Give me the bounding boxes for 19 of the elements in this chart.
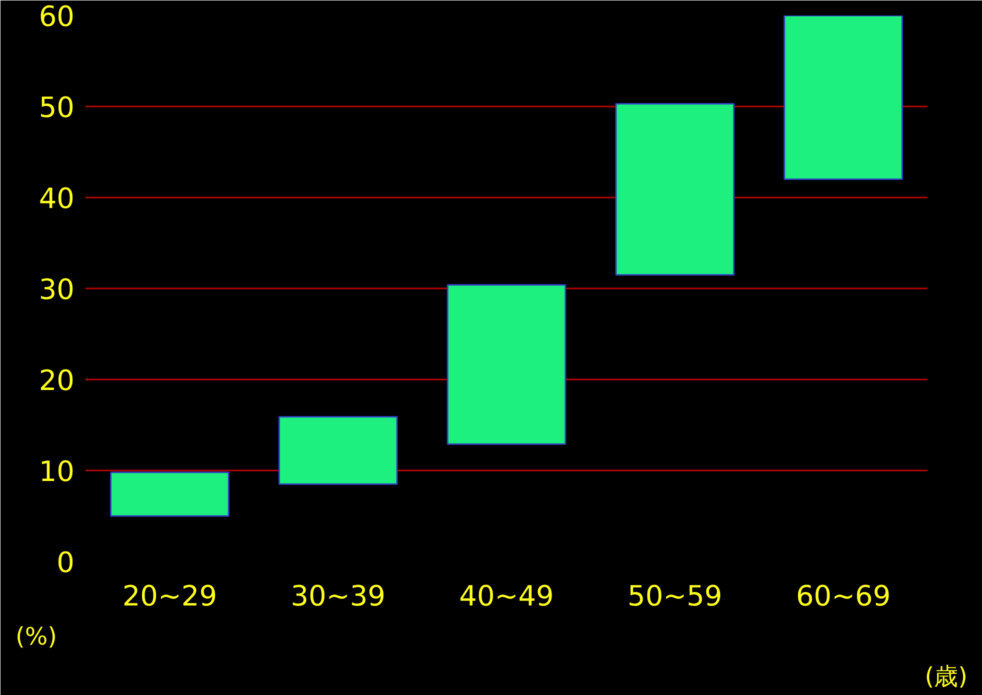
x-tick-label: 30~39 xyxy=(290,580,386,612)
y-tick-label: 40 xyxy=(38,182,75,215)
y-tick-label: 0 xyxy=(56,546,75,579)
bar xyxy=(110,472,230,517)
x-tick-label: 40~49 xyxy=(459,580,554,612)
y-axis-title: (%) xyxy=(16,622,58,650)
x-axis-title: (歳) xyxy=(924,662,968,690)
y-tick-label: 20 xyxy=(38,364,75,397)
bar xyxy=(278,416,398,485)
x-tick-label: 50~59 xyxy=(628,580,722,612)
y-tick-label: 10 xyxy=(38,455,75,488)
bar xyxy=(615,103,735,276)
bar xyxy=(784,16,903,180)
y-tick-label: 60 xyxy=(38,0,75,33)
y-tick-label: 30 xyxy=(38,273,75,306)
x-tick-label: 20~29 xyxy=(122,580,218,612)
x-tick-label: 60~69 xyxy=(796,580,891,612)
bar xyxy=(446,284,566,445)
y-tick-label: 50 xyxy=(38,91,75,124)
